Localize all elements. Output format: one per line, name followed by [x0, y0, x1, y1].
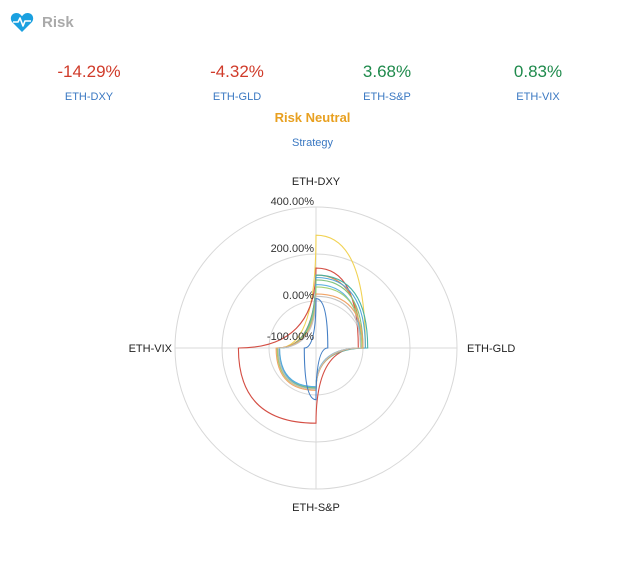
metric-label: ETH-DXY: [64, 91, 114, 103]
axis-label-eth-gld: ETH-GLD: [467, 343, 515, 355]
metric-eth-sp: 3.68% ETH-S&P: [317, 60, 457, 105]
axis-label-eth-s-p: ETH-S&P: [292, 502, 340, 514]
axis-label-eth-dxy: ETH-DXY: [292, 176, 341, 188]
axis-label-eth-vix: ETH-VIX: [129, 343, 173, 355]
metric-value: 3.68%: [362, 62, 412, 81]
metric-value: -14.29%: [57, 62, 121, 81]
metric-value: -4.32%: [210, 62, 264, 81]
regime-sublabel: Strategy: [292, 137, 333, 149]
metric-label: ETH-S&P: [363, 91, 411, 103]
metric-label: ETH-VIX: [516, 91, 560, 103]
metric-eth-gld: -4.32% ETH-GLD: [167, 60, 307, 105]
series-shape-10: [303, 298, 329, 401]
panel-title: Risk: [42, 13, 74, 31]
panel-header: Risk: [10, 8, 74, 36]
metric-value: 0.83%: [513, 62, 563, 81]
radial-tick-label: 200.00%: [271, 243, 315, 255]
metric-eth-vix: 0.83% ETH-VIX: [468, 60, 608, 105]
radial-tick-label: 0.00%: [283, 290, 314, 302]
metric-label: ETH-GLD: [212, 91, 262, 103]
metric-eth-dxy: -14.29% ETH-DXY: [19, 60, 159, 105]
regime-label: Risk Neutral: [274, 110, 351, 125]
heart-pulse-icon: [10, 12, 34, 32]
radial-tick-label: -100.00%: [267, 331, 314, 343]
radial-tick-label: 400.00%: [271, 196, 315, 208]
